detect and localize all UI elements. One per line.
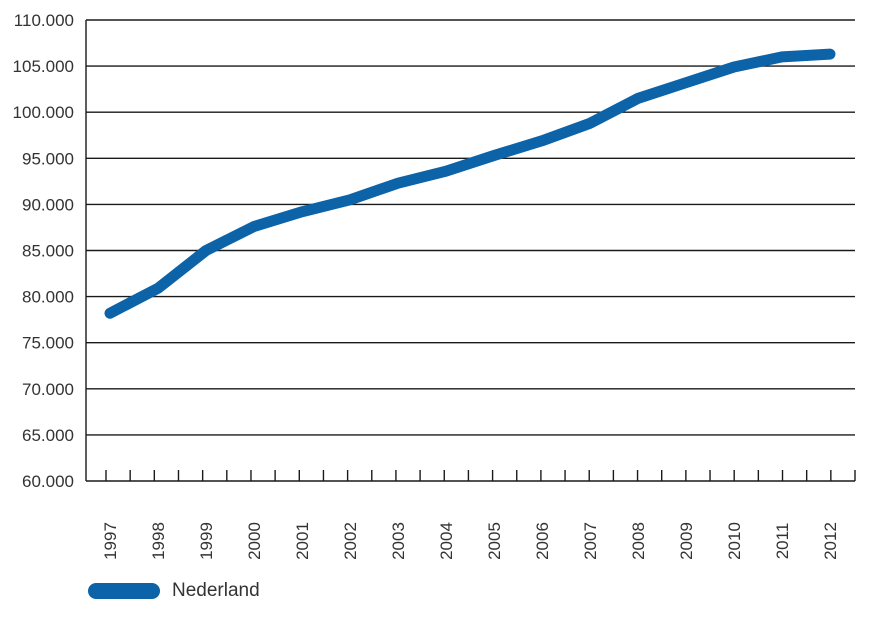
y-axis-ticks: 60.000 65.000 70.000 75.000 80.000 85.000 90.0… [13,11,74,491]
x-tick-label: 1998 [149,522,168,560]
series-line-nederland [104,48,836,319]
y-tick-label: 70.000 [22,380,74,399]
x-tick-label: 1999 [197,522,216,560]
x-tick-label: 2003 [389,522,408,560]
y-tick-label: 105.000 [13,57,74,76]
y-tick-label: 90.000 [22,195,74,214]
x-tick-label: 2005 [485,522,504,560]
x-tick-label: 2012 [821,522,840,560]
x-tick-label: 2011 [773,523,792,560]
legend-swatch-nederland [88,583,160,599]
x-tick-label: 1997 [101,522,120,560]
y-tick-label: 80.000 [22,288,74,307]
x-tick-label: 2004 [437,522,456,560]
y-tick-label: 95.000 [22,149,74,168]
legend-label-nederland: Nederland [172,580,260,601]
y-tick-label: 65.000 [22,426,74,445]
x-tick-label: 2009 [677,522,696,560]
y-tick-label: 75.000 [22,334,74,353]
legend: Nederland [88,576,260,606]
y-tick-label: 100.000 [13,103,74,122]
x-tick-label: 2000 [245,522,264,560]
series-layer [104,48,836,319]
x-tick-label: 2001 [293,522,312,560]
y-tick-label: 110.000 [14,11,74,30]
x-tick-label: 2006 [533,522,552,560]
x-tick-label: 2008 [629,522,648,560]
x-axis: 1997 1998 1999 2000 2001 2002 2003 2004 2005 2006… [101,470,856,560]
x-tick-label: 2002 [341,522,360,560]
x-tick-label: 2007 [581,522,600,560]
y-tick-label: 85.000 [22,242,74,261]
y-tick-label: 60.000 [22,472,74,491]
x-tick-label: 2010 [725,522,744,560]
